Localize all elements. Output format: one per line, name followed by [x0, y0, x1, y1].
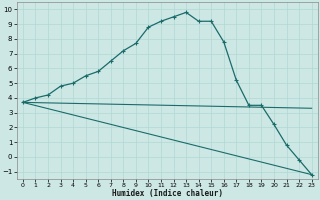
X-axis label: Humidex (Indice chaleur): Humidex (Indice chaleur) [112, 189, 223, 198]
